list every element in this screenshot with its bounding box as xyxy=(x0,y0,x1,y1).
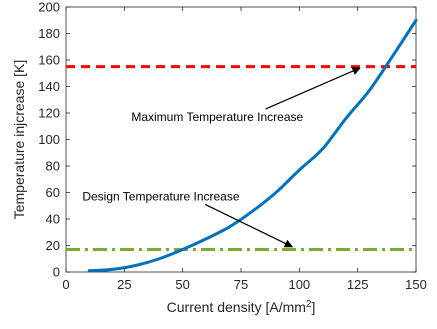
y-tick-label: 40 xyxy=(46,212,60,227)
x-tick-label: 0 xyxy=(62,277,69,292)
x-axis-label: Current density [A/mm2] xyxy=(167,299,316,316)
annotation-text-2: Design Temperature Increase xyxy=(82,189,240,203)
x-tick-label: 125 xyxy=(347,277,369,292)
y-tick-label: 120 xyxy=(38,106,60,121)
x-tick-label: 25 xyxy=(117,277,131,292)
x-axis-label-end: ] xyxy=(311,299,315,315)
y-tick-label: 0 xyxy=(53,265,60,280)
x-tick-label: 75 xyxy=(234,277,248,292)
y-tick-label: 140 xyxy=(38,79,60,94)
x-tick-label: 100 xyxy=(288,277,310,292)
plot-area xyxy=(65,6,417,273)
annotation-text-1: Maximum Temperature Increase xyxy=(131,110,303,124)
y-axis-label: Temperature injcrease [K] xyxy=(11,60,27,220)
x-axis-label-superscript: 2 xyxy=(306,299,312,310)
y-tick-label: 160 xyxy=(38,53,60,68)
data-layer xyxy=(66,18,418,273)
plot-frame xyxy=(65,6,417,273)
y-tick-label: 200 xyxy=(38,0,60,15)
y-tick-label: 60 xyxy=(46,185,60,200)
y-tick-label: 80 xyxy=(46,159,60,174)
y-tick-label: 180 xyxy=(38,26,60,41)
x-tick-label: 50 xyxy=(175,277,189,292)
temperature-curve xyxy=(87,18,418,273)
y-tick-label: 20 xyxy=(46,238,60,253)
annotation-arrow-2 xyxy=(204,203,294,248)
x-axis-label-main: Current density [A/mm xyxy=(167,299,306,315)
y-tick-label: 100 xyxy=(38,132,60,147)
x-tick-label: 150 xyxy=(405,277,427,292)
annotation-arrow-1 xyxy=(265,67,361,110)
annotations: Maximum Temperature Increase Design Tempe… xyxy=(82,67,361,248)
axes: 0 25 50 75 100 125 150 0 20 40 60 80 100 120 140 160 180… xyxy=(38,0,427,292)
